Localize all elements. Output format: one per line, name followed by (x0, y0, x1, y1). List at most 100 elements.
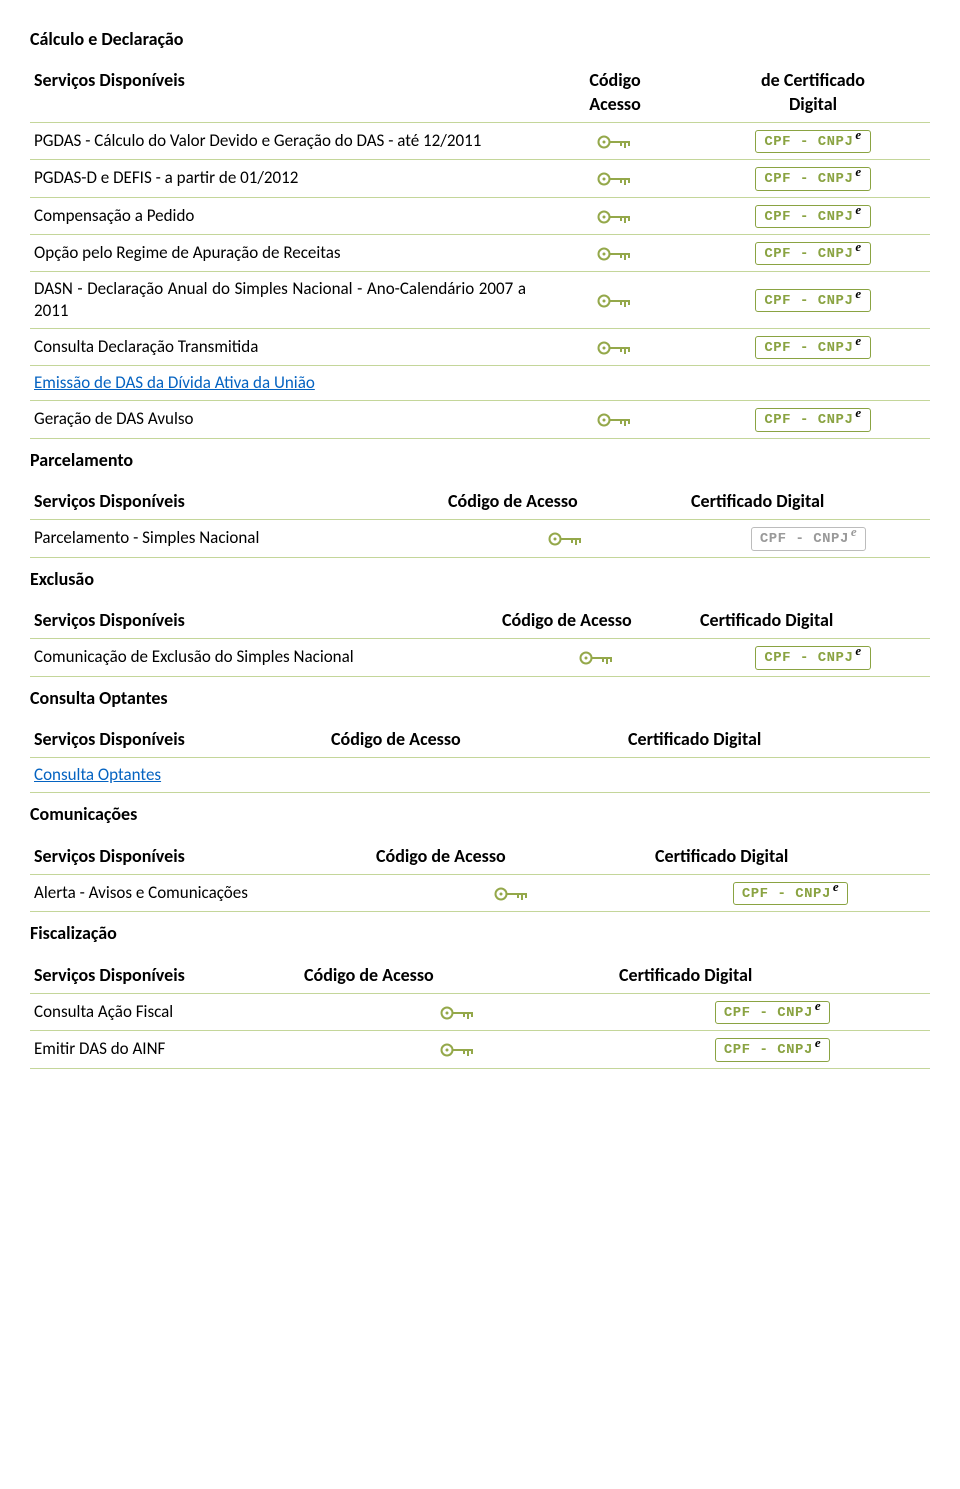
col-codigo: Código de Acesso (327, 722, 624, 758)
col-cert: Certificado Digital (687, 484, 930, 520)
row-label: PGDAS-D e DEFIS - a partir de 01/2012 (30, 160, 534, 197)
section-comunic-title: Comunicações (30, 803, 930, 826)
codigo-cell (534, 160, 696, 197)
table-row: Consulta Ação Fiscal CPF - CNPJe (30, 994, 930, 1031)
table-row: Alerta - Avisos e Comunicações CPF - CNP… (30, 875, 930, 912)
row-label: Opção pelo Regime de Apuração de Receita… (30, 234, 534, 271)
cert-cell: CPF - CNPJe (696, 401, 930, 438)
codigo-cell (444, 520, 687, 557)
col-servicos: Serviços Disponíveis (30, 484, 444, 520)
key-icon (597, 167, 633, 188)
codigo-cell (534, 401, 696, 438)
table-row: Compensação a Pedido CPF - CNPJe (30, 197, 930, 234)
table-row: DASN - Declaração Anual do Simples Nacio… (30, 271, 930, 328)
codigo-cell (300, 1031, 615, 1068)
cert-badge: CPF - CNPJe (755, 646, 870, 669)
row-label: Geração de DAS Avulso (30, 401, 534, 438)
key-icon (597, 242, 633, 263)
section-consulta-title: Consulta Optantes (30, 687, 930, 710)
cert-cell: CPF - CNPJe (696, 271, 930, 328)
key-icon (597, 205, 633, 226)
key-icon (597, 336, 633, 357)
codigo-cell (327, 758, 624, 793)
codigo-cell (534, 197, 696, 234)
col-codigo: Código de Acesso (300, 958, 615, 994)
cert-badge: CPF - CNPJe (715, 1038, 830, 1061)
col-cert: Certificado Digital (624, 722, 930, 758)
table-row: PGDAS - Cálculo do Valor Devido e Geraçã… (30, 123, 930, 160)
cert-cell: CPF - CNPJe (615, 994, 930, 1031)
cert-badge: CPF - CNPJe (755, 130, 870, 153)
col-cert: de Certificado Digital (696, 63, 930, 122)
section-calculo-title: Cálculo e Declaração (30, 28, 930, 51)
cert-badge: CPF - CNPJe (755, 289, 870, 312)
section-parcel-title: Parcelamento (30, 449, 930, 472)
cert-cell (624, 758, 930, 793)
cert-cell: CPF - CNPJe (696, 329, 930, 366)
codigo-cell (498, 639, 696, 676)
cert-badge: CPF - CNPJe (755, 205, 870, 228)
cert-badge: CPF - CNPJe (715, 1001, 830, 1024)
row-label: DASN - Declaração Anual do Simples Nacio… (30, 271, 534, 328)
cert-cell: CPF - CNPJe (687, 520, 930, 557)
cert-badge: CPF - CNPJe (755, 242, 870, 265)
table-consulta: Serviços Disponíveis Código de Acesso Ce… (30, 722, 930, 793)
codigo-cell (534, 329, 696, 366)
row-label: Consulta Optantes (30, 758, 327, 793)
codigo-cell (534, 366, 696, 401)
table-row: PGDAS-D e DEFIS - a partir de 01/2012 CP… (30, 160, 930, 197)
col-servicos: Serviços Disponíveis (30, 958, 300, 994)
table-comunic: Serviços Disponíveis Código de Acesso Ce… (30, 839, 930, 913)
row-label: PGDAS - Cálculo do Valor Devido e Geraçã… (30, 123, 534, 160)
cert-cell: CPF - CNPJe (696, 197, 930, 234)
key-icon (597, 289, 633, 310)
cert-cell: CPF - CNPJe (651, 875, 930, 912)
cert-cell: CPF - CNPJe (696, 160, 930, 197)
key-icon (548, 527, 584, 548)
cert-badge: CPF - CNPJe (755, 167, 870, 190)
cert-badge: CPF - CNPJe (751, 527, 866, 550)
table-row: Parcelamento - Simples Nacional CPF - CN… (30, 520, 930, 557)
row-label: Emissão de DAS da Dívida Ativa da União (30, 366, 534, 401)
col-cert: Certificado Digital (615, 958, 930, 994)
row-link[interactable]: Emissão de DAS da Dívida Ativa da União (34, 372, 315, 393)
section-exclusao-title: Exclusão (30, 568, 930, 591)
col-cert: Certificado Digital (651, 839, 930, 875)
cert-badge: CPF - CNPJe (733, 882, 848, 905)
table-row: Comunicação de Exclusão do Simples Nacio… (30, 639, 930, 676)
key-icon (579, 646, 615, 667)
col-codigo: Código Acesso (534, 63, 696, 122)
col-servicos: Serviços Disponíveis (30, 603, 498, 639)
table-row: Emitir DAS do AINF CPF - CNPJe (30, 1031, 930, 1068)
key-icon (440, 1038, 476, 1059)
col-codigo: Código de Acesso (372, 839, 651, 875)
row-label: Parcelamento - Simples Nacional (30, 520, 444, 557)
col-servicos: Serviços Disponíveis (30, 63, 534, 122)
table-fiscal: Serviços Disponíveis Código de Acesso Ce… (30, 958, 930, 1069)
cert-cell (696, 366, 930, 401)
codigo-cell (534, 234, 696, 271)
cert-cell: CPF - CNPJe (696, 123, 930, 160)
section-fiscal-title: Fiscalização (30, 922, 930, 945)
row-link[interactable]: Consulta Optantes (34, 764, 161, 785)
table-row: Opção pelo Regime de Apuração de Receita… (30, 234, 930, 271)
table-calculo: Serviços Disponíveis Código Acesso de Ce… (30, 63, 930, 438)
codigo-cell (300, 994, 615, 1031)
row-label: Consulta Ação Fiscal (30, 994, 300, 1031)
col-cert: Certificado Digital (696, 603, 930, 639)
row-label: Alerta - Avisos e Comunicações (30, 875, 372, 912)
key-icon (597, 130, 633, 151)
cert-cell: CPF - CNPJe (615, 1031, 930, 1068)
row-label: Compensação a Pedido (30, 197, 534, 234)
table-exclusao: Serviços Disponíveis Código de Acesso Ce… (30, 603, 930, 677)
key-icon (440, 1001, 476, 1022)
row-label: Consulta Declaração Transmitida (30, 329, 534, 366)
key-icon (597, 408, 633, 429)
col-servicos: Serviços Disponíveis (30, 722, 327, 758)
table-row: Geração de DAS Avulso CPF - CNPJe (30, 401, 930, 438)
col-codigo: Código de Acesso (498, 603, 696, 639)
codigo-cell (372, 875, 651, 912)
row-label: Comunicação de Exclusão do Simples Nacio… (30, 639, 498, 676)
codigo-cell (534, 271, 696, 328)
table-row: Emissão de DAS da Dívida Ativa da União (30, 366, 930, 401)
